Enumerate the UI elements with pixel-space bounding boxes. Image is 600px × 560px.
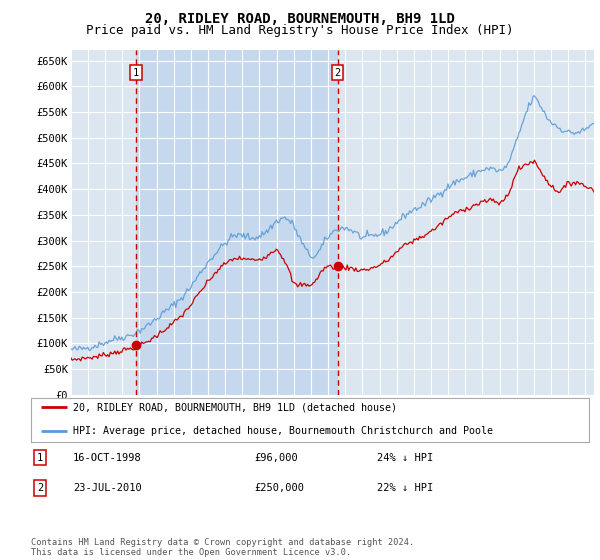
Text: £96,000: £96,000 bbox=[254, 452, 298, 463]
Text: 1: 1 bbox=[37, 452, 43, 463]
Text: £250,000: £250,000 bbox=[254, 483, 304, 493]
Text: Price paid vs. HM Land Registry's House Price Index (HPI): Price paid vs. HM Land Registry's House … bbox=[86, 24, 514, 36]
Text: HPI: Average price, detached house, Bournemouth Christchurch and Poole: HPI: Average price, detached house, Bour… bbox=[73, 426, 493, 436]
Text: 23-JUL-2010: 23-JUL-2010 bbox=[73, 483, 142, 493]
Text: 20, RIDLEY ROAD, BOURNEMOUTH, BH9 1LD (detached house): 20, RIDLEY ROAD, BOURNEMOUTH, BH9 1LD (d… bbox=[73, 403, 397, 413]
Bar bbox=[136, 50, 338, 395]
Text: 1: 1 bbox=[133, 68, 139, 78]
Text: 20, RIDLEY ROAD, BOURNEMOUTH, BH9 1LD: 20, RIDLEY ROAD, BOURNEMOUTH, BH9 1LD bbox=[145, 12, 455, 26]
Text: 2: 2 bbox=[334, 68, 341, 78]
Text: Contains HM Land Registry data © Crown copyright and database right 2024.
This d: Contains HM Land Registry data © Crown c… bbox=[31, 538, 415, 557]
Text: 22% ↓ HPI: 22% ↓ HPI bbox=[377, 483, 433, 493]
Text: 24% ↓ HPI: 24% ↓ HPI bbox=[377, 452, 433, 463]
Text: 2: 2 bbox=[37, 483, 43, 493]
Text: 16-OCT-1998: 16-OCT-1998 bbox=[73, 452, 142, 463]
